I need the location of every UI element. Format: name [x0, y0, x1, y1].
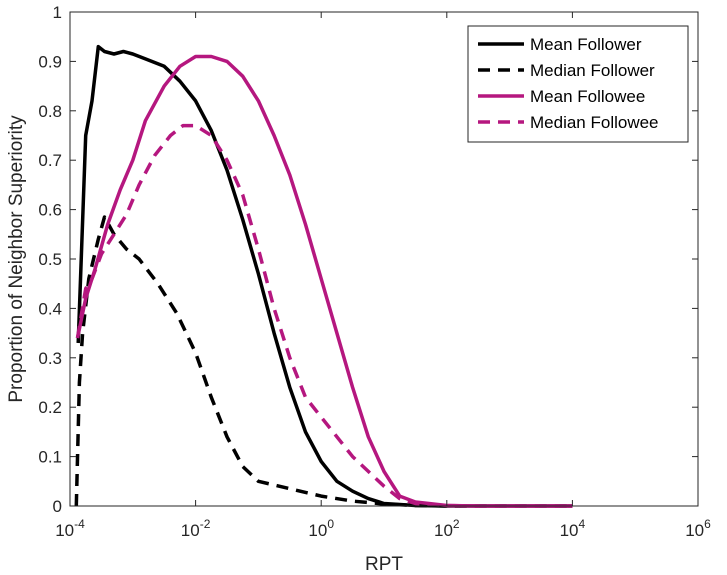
- legend-label-2: Median Follower: [530, 61, 655, 80]
- series-layer: [74, 44, 573, 508]
- legend-label-4: Median Followee: [530, 113, 659, 132]
- x-tick-base: 10: [685, 521, 704, 540]
- x-tick-label: 10-2: [181, 517, 211, 540]
- legend-label-1: Mean Follower: [530, 35, 642, 54]
- x-tick-label: 10-4: [55, 517, 85, 540]
- x-tick-label: 102: [434, 517, 460, 540]
- x-tick-base: 10: [181, 521, 200, 540]
- y-tick-label: 0: [53, 497, 62, 516]
- y-tick-label: 1: [53, 3, 62, 22]
- x-tick-label: 100: [308, 517, 334, 540]
- y-tick-label: 0.7: [38, 151, 62, 170]
- x-tick-base: 10: [560, 521, 579, 540]
- series-line-3: [75, 54, 573, 508]
- series-line-4: [75, 123, 573, 508]
- x-tick-exponent: -4: [74, 517, 85, 531]
- y-tick-label: 0.6: [38, 201, 62, 220]
- legend-label-3: Mean Followee: [530, 87, 645, 106]
- x-tick-label: 104: [560, 517, 586, 540]
- legend: Mean Follower Median Follower Mean Followe…: [467, 25, 689, 143]
- y-tick-label: 0.4: [38, 299, 62, 318]
- x-axis: 10-4 10-2 100 102 104 106: [55, 12, 711, 540]
- x-tick-exponent: 0: [327, 517, 334, 531]
- x-axis-label: RPT: [365, 554, 403, 575]
- series-line-2: [74, 215, 573, 508]
- x-tick-exponent: 4: [579, 517, 586, 531]
- y-tick-label: 0.9: [38, 52, 62, 71]
- x-tick-exponent: 6: [704, 517, 711, 531]
- x-tick-base: 10: [55, 521, 74, 540]
- y-tick-label: 0.8: [38, 102, 62, 121]
- x-tick-exponent: 2: [453, 517, 460, 531]
- y-tick-label: 0.2: [38, 398, 62, 417]
- y-axis-label: Proportion of Neighbor Superiority: [6, 115, 27, 403]
- y-tick-label: 0.1: [38, 448, 62, 467]
- y-tick-label: 0.5: [38, 250, 62, 269]
- series-line-1: [76, 44, 573, 508]
- x-tick-exponent: -2: [200, 517, 211, 531]
- y-axis: 0 0.1 0.2 0.3 0.4 0.5 0.6 0.7 0.8 0.9 1: [38, 3, 698, 516]
- x-tick-label: 106: [685, 517, 711, 540]
- x-tick-base: 10: [308, 521, 327, 540]
- x-tick-base: 10: [434, 521, 453, 540]
- y-tick-label: 0.3: [38, 349, 62, 368]
